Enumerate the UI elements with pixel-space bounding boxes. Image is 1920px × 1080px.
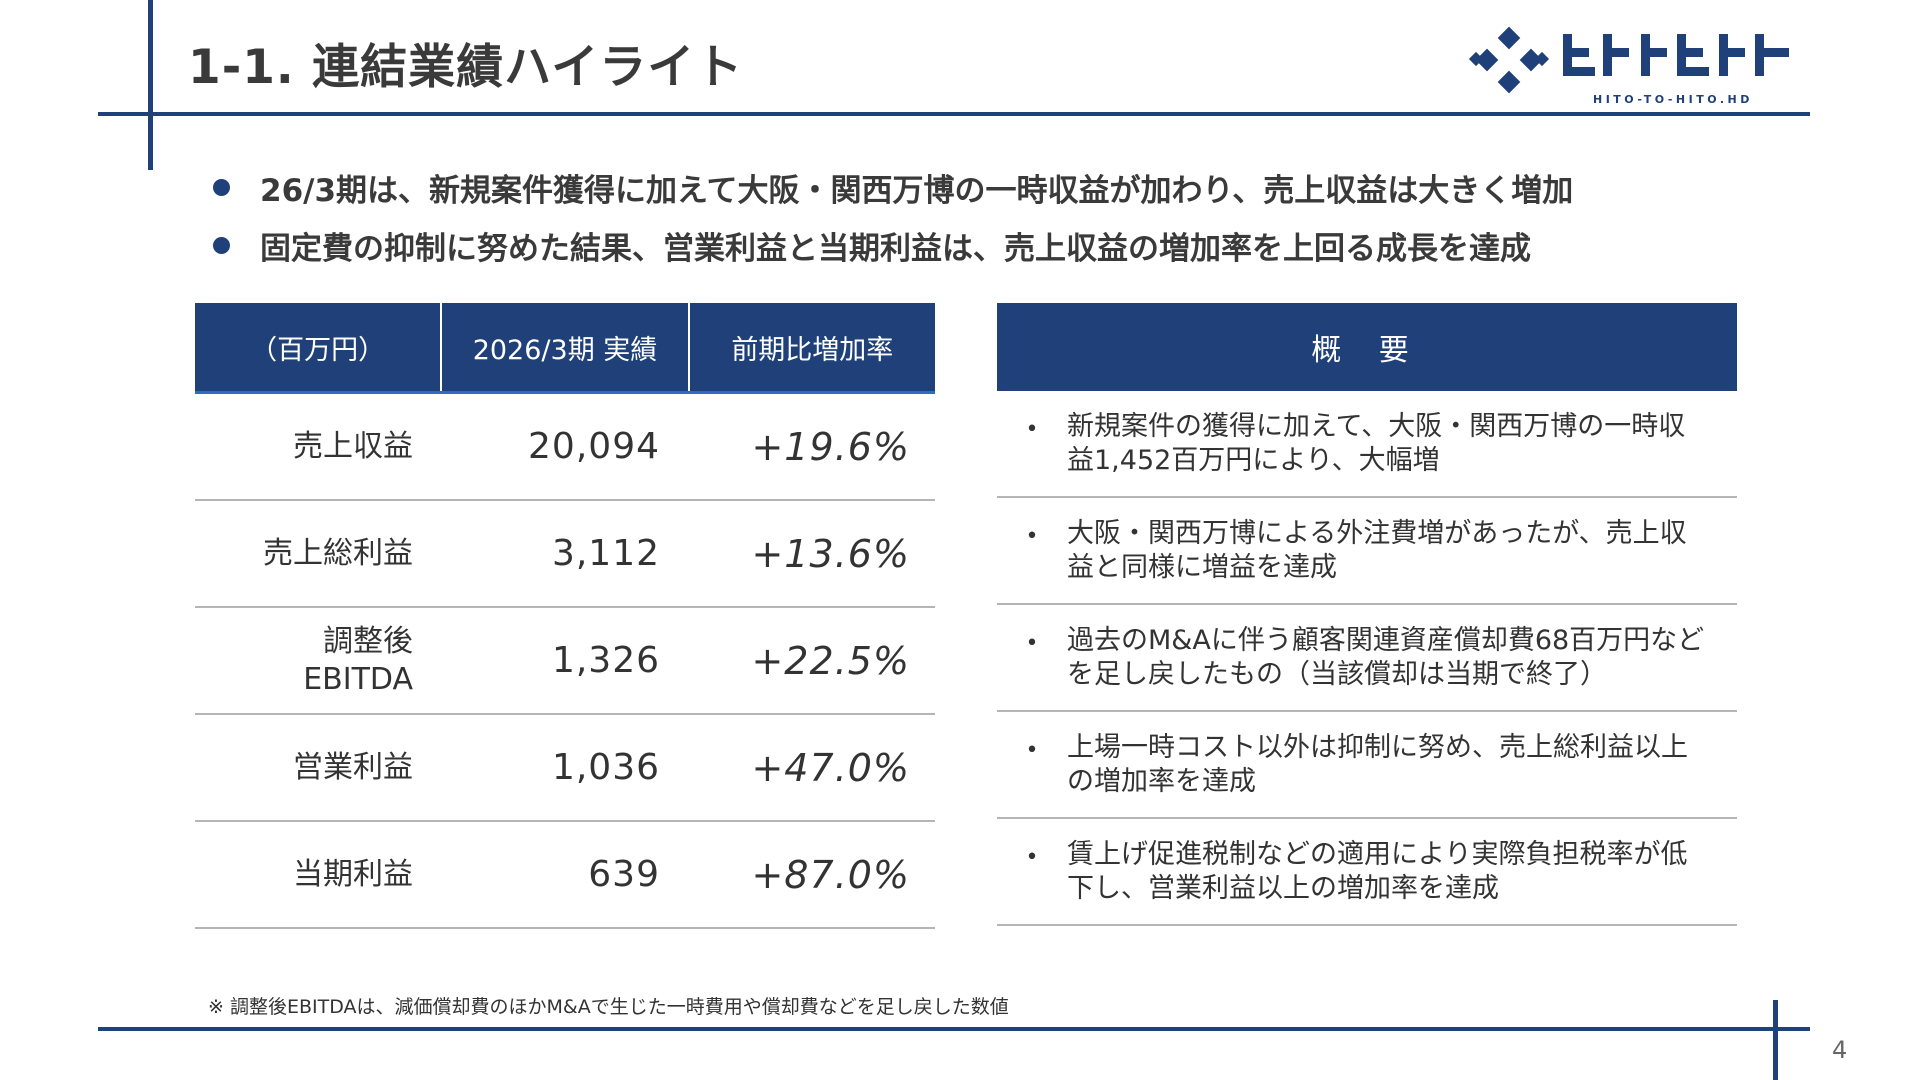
overview-text: 過去のM&Aに伴う顧客関連資産償却費68百万円などを足し戻したもの（当該償却は当… [1067,624,1705,690]
overview-row: • 上場一時コスト以外は抑制に努め、売上総利益以上の増加率を達成 [997,712,1737,819]
results-table: （百万円） 2026/3期 実績 前期比増加率 売上収益 20,094 +19.… [195,303,935,929]
row-growth: +19.6% [751,424,910,469]
bullet-dot-icon [213,178,230,196]
page-number: 4 [1832,1036,1848,1064]
table-row: 当期利益 639 +87.0% [195,822,935,929]
overview-row: • 新規案件の獲得に加えて、大阪・関西万博の一時収益1,452百万円により、大幅… [997,391,1737,498]
row-growth: +22.5% [751,638,910,683]
summary-bullets: 26/3期は、新規案件獲得に加えて大阪・関西万博の一時収益が加わり、売上収益は大… [205,158,1573,274]
header-growth: 前期比増加率 [731,334,894,366]
overview-text: 大阪・関西万博による外注費増があったが、売上収益と同様に増益を達成 [1067,517,1687,583]
table-row: 営業利益 1,036 +47.0% [195,715,935,822]
overview-row: • 過去のM&Aに伴う顧客関連資産償却費68百万円などを足し戻したもの（当該償却… [997,605,1737,712]
row-label: 売上総利益 [263,535,413,571]
overview-text: 賃上げ促進税制などの適用により実際負担税率が低下し、営業利益以上の増加率を達成 [1067,838,1688,904]
table-row: 売上収益 20,094 +19.6% [195,394,935,501]
summary-bullet: 固定費の抑制に努めた結果、営業利益と当期利益は、売上収益の増加率を上回る成長を達… [205,216,1573,274]
header-horizontal-rule [98,112,1810,116]
bullet-icon: • [1025,845,1039,870]
bullet-icon: • [1025,524,1039,549]
overview-table: 概 要 • 新規案件の獲得に加えて、大阪・関西万博の一時収益1,452百万円によ… [997,303,1737,926]
row-value: 1,326 [551,640,660,681]
overview-row: • 大阪・関西万博による外注費増があったが、売上収益と同様に増益を達成 [997,498,1737,605]
row-value: 20,094 [528,426,660,467]
row-value: 1,036 [551,747,660,788]
bullet-icon: • [1025,417,1039,442]
row-label: 営業利益 [293,749,413,785]
bullet-icon: • [1025,631,1039,656]
row-value: 639 [588,854,660,895]
summary-bullet: 26/3期は、新規案件獲得に加えて大阪・関西万博の一時収益が加わり、売上収益は大… [205,158,1573,216]
overview-text: 新規案件の獲得に加えて、大阪・関西万博の一時収益1,452百万円により、大幅増 [1067,410,1686,476]
overview-text: 上場一時コスト以外は抑制に努め、売上総利益以上の増加率を達成 [1067,731,1688,797]
overview-row: • 賃上げ促進税制などの適用により実際負担税率が低下し、営業利益以上の増加率を達… [997,819,1737,926]
row-label: 売上収益 [293,428,413,464]
summary-bullet-text: 26/3期は、新規案件獲得に加えて大阪・関西万博の一時収益が加わり、売上収益は大… [260,172,1574,209]
overview-header: 概 要 [997,303,1737,391]
header-unit: （百万円） [195,303,443,391]
footnote: ※ 調整後EBITDAは、減価償却費のほかM&Aで生じた一時費用や償却費などを足… [208,996,1009,1018]
footer-vertical-rule [1773,1000,1778,1080]
row-label: 調整後 EBITDA [303,623,413,697]
results-table-header: （百万円） 2026/3期 実績 前期比増加率 [195,303,935,394]
summary-bullet-text: 固定費の抑制に努めた結果、営業利益と当期利益は、売上収益の増加率を上回る成長を達… [260,230,1531,267]
header-vertical-rule [148,0,153,170]
table-row: 売上総利益 3,112 +13.6% [195,501,935,608]
page-title: 1-1. 連結業績ハイライト [188,40,744,95]
row-label: 当期利益 [293,856,413,892]
bullet-dot-icon [213,236,230,254]
header-actual: 2026/3期 実績 [442,303,690,391]
table-row: 調整後 EBITDA 1,326 +22.5% [195,608,935,715]
row-value: 3,112 [551,533,660,574]
bullet-icon: • [1025,738,1039,763]
row-growth: +47.0% [751,745,910,790]
footer-horizontal-rule [98,1027,1810,1031]
company-logo [1468,26,1789,94]
logo-subtext: HITO-TO-HITO.HD [1593,93,1753,106]
row-growth: +13.6% [751,531,910,576]
row-growth: +87.0% [751,852,910,897]
